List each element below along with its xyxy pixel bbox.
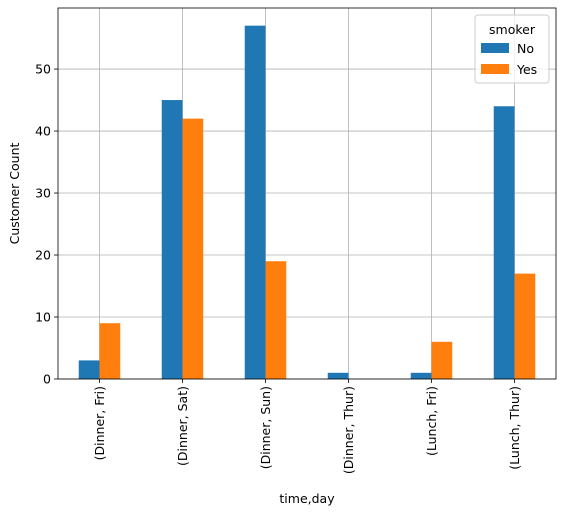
legend-items: No Yes [481,41,537,77]
axis-ticks: (Dinner, Fri) (Dinner, Sat) (Dinner, Sun) (… [35,62,522,475]
y-axis-label: Customer Count [7,143,22,245]
bar-yes-1 [182,118,204,380]
x-tick-label: (Dinner, Sun) [258,386,273,469]
bar-no-1 [161,100,183,379]
y-tick-label: 30 [35,186,51,201]
bar-yes-5 [514,273,536,379]
legend-label-yes: Yes [516,62,537,77]
y-tick-label: 40 [35,124,51,139]
legend-label-no: No [517,41,534,56]
y-tick-label: 0 [43,372,51,387]
y-tick-label: 50 [35,62,51,77]
x-tick-label: (Dinner, Thur) [341,386,356,474]
legend: smoker No Yes [474,14,550,84]
bar-no-0 [78,360,100,379]
legend-swatch-no [481,43,509,53]
bar-yes-2 [265,261,287,379]
x-tick-label: (Lunch, Fri) [424,386,439,456]
plot-frame [57,7,557,380]
bar-yes-0 [99,323,121,379]
x-tick-label: (Dinner, Sat) [175,386,190,466]
x-tick-label: (Dinner, Fri) [92,386,107,460]
y-tick-label: 10 [35,310,51,325]
bar-no-5 [493,106,515,379]
bars [78,25,536,380]
bar-no-2 [244,25,266,380]
bar-no-3 [327,372,349,379]
x-axis-label: time,day [279,491,335,506]
bar-no-4 [410,372,432,379]
x-tick-label: (Lunch, Thur) [507,386,522,470]
legend-title: smoker [489,22,536,37]
y-tick-label: 20 [35,248,51,263]
bar-yes-4 [431,341,453,379]
legend-swatch-yes [481,64,509,74]
